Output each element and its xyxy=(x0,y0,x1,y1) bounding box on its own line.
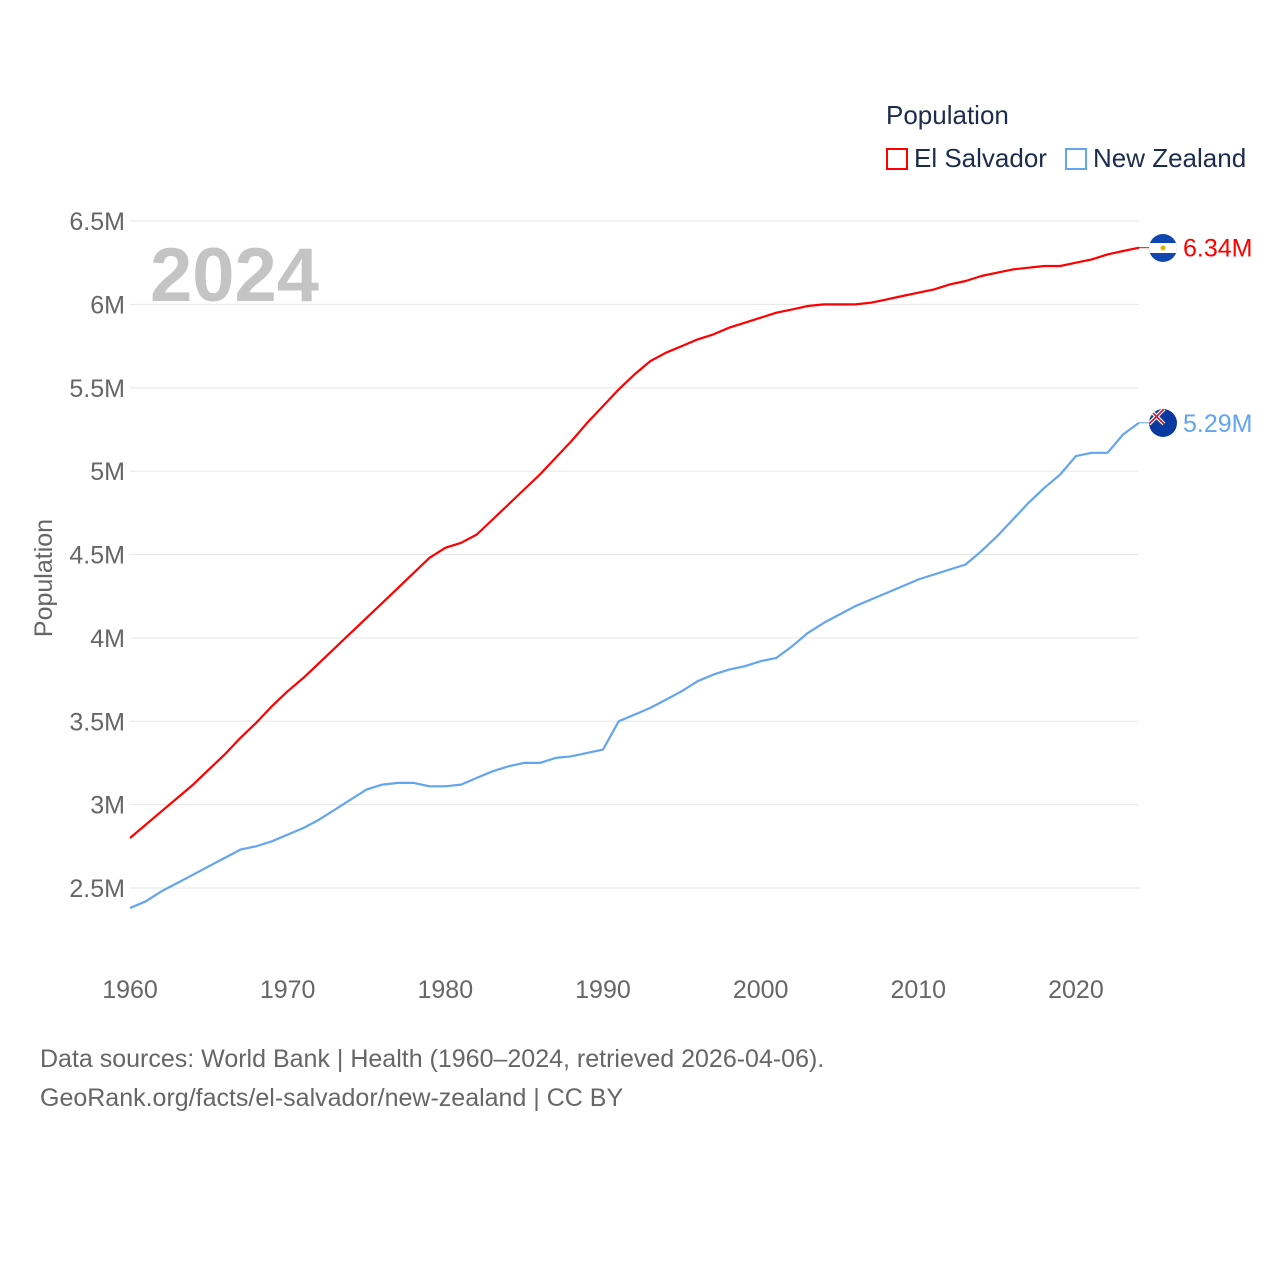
legend-label: El Salvador xyxy=(914,143,1047,173)
x-tick-label: 2010 xyxy=(890,976,946,1004)
legend-item-new-zealand[interactable]: New Zealand xyxy=(1064,143,1247,174)
legend-item-el-salvador[interactable]: El Salvador xyxy=(886,143,1047,174)
y-tick-label: 3.5M xyxy=(69,708,125,736)
series-line-new-zealand xyxy=(129,421,1140,910)
year-label: 2024 xyxy=(150,233,319,318)
x-tick-label: 1990 xyxy=(575,976,631,1004)
y-tick-label: 6M xyxy=(90,291,125,319)
legend-label: New Zealand xyxy=(1092,143,1247,173)
legend: El Salvador New Zealand xyxy=(886,143,1246,174)
x-tick-label: 2000 xyxy=(733,976,789,1004)
x-tick-label: 1960 xyxy=(102,976,158,1004)
y-tick-label: 4.5M xyxy=(69,542,125,570)
legend-swatch xyxy=(886,147,908,170)
el-salvador-flag-icon xyxy=(1149,234,1177,262)
new-zealand-flag-icon xyxy=(1149,409,1177,437)
end-value-label: 5.29M xyxy=(1183,410,1252,438)
line-chart: 2.5M 3M 3.5M 4M 4.5M 5M 5.5M 6M 6.5M 1960 1970 1980… xyxy=(30,208,1252,1004)
x-tick-label: 1970 xyxy=(260,976,316,1004)
y-tick-label: 5.5M xyxy=(69,375,125,403)
x-tick-label: 1980 xyxy=(418,976,474,1004)
y-axis-label: Population xyxy=(30,519,58,637)
y-tick-label: 3M xyxy=(90,792,125,820)
end-value-label: 6.34M xyxy=(1183,235,1252,263)
legend-title: Population xyxy=(886,100,1009,130)
footer-sources: Data sources: World Bank | Health (1960–… xyxy=(40,1045,825,1073)
series-line-el-salvador xyxy=(129,246,1140,839)
y-tick-label: 6.5M xyxy=(69,208,125,236)
y-tick-label: 2.5M xyxy=(69,875,125,903)
footer-link[interactable]: GeoRank.org/facts/el-salvador/new-zealan… xyxy=(40,1084,624,1112)
legend-swatch xyxy=(1064,147,1087,170)
y-tick-label: 5M xyxy=(90,458,125,486)
y-tick-label: 4M xyxy=(90,625,125,653)
x-tick-label: 2020 xyxy=(1048,976,1104,1004)
